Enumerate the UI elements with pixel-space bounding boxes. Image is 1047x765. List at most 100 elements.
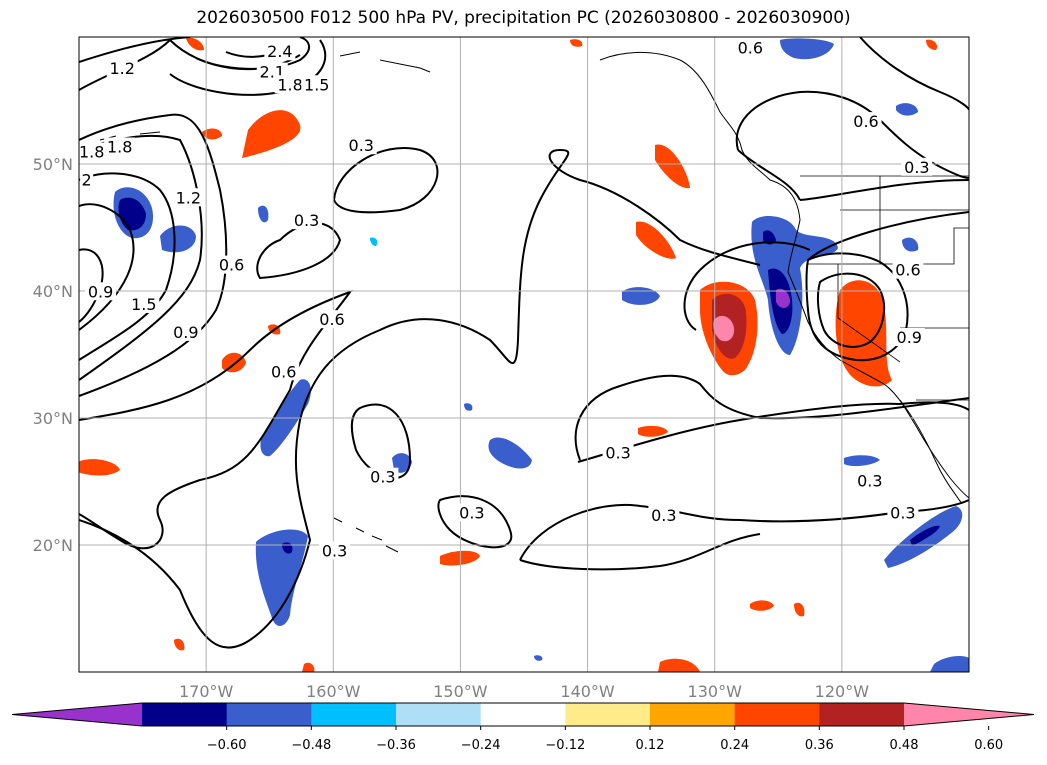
- precip-positive-anomaly: [174, 638, 185, 651]
- colorbar-tick-labels: −0.60 −0.48 −0.36 −0.24 −0.12 0.12 0.24 0.36 0.4…: [207, 726, 1003, 753]
- contour-label-background: [264, 42, 296, 61]
- precip-negative-anomaly: [930, 656, 969, 672]
- colorbar-tick-label: 0.60: [974, 738, 1003, 753]
- colorbar-segment: [396, 703, 482, 726]
- pv-contour-labels: 2.42.11.8 1.51.21.8 1.821.20.91.50.90.60.6…: [76, 38, 933, 560]
- contour-label-background: [734, 38, 766, 57]
- pv-contour-label: 0.6: [738, 38, 763, 57]
- colorbar: [11, 702, 1035, 727]
- pv-contour-label: 0.6: [853, 112, 878, 131]
- colorbar-extend-high: [904, 703, 1034, 726]
- precip-negative-anomaly: [902, 237, 919, 252]
- longitude-tick-labels: 170°W 160°W 150°W 140°W 130°W 120°W: [179, 682, 869, 701]
- colorbar-tick-label: 0.36: [805, 738, 834, 753]
- latitude-tick-label: 20°N: [33, 536, 73, 555]
- pv-contour-label: 0.6: [271, 362, 296, 381]
- pv-contour-label: 1.8: [79, 143, 104, 162]
- precip-positive-anomaly: [794, 602, 805, 617]
- contour-label-background: [85, 282, 117, 301]
- colorbar-segment: [480, 703, 566, 726]
- map-title: 2026030500 F012 500 hPa PV, precipitatio…: [196, 8, 851, 28]
- precip-negative-anomaly: [534, 655, 543, 661]
- map-gridlines: [79, 37, 969, 672]
- pv-contour-label: 0.3: [459, 503, 484, 522]
- map-area: [79, 37, 969, 672]
- precip-negative-anomaly: [751, 216, 838, 355]
- colorbar-tick-label: −0.60: [207, 738, 247, 753]
- pv-contour-label: 0.3: [857, 472, 882, 491]
- contour-label-background: [170, 322, 202, 341]
- pv-contour-label: 0.9: [897, 328, 922, 347]
- colorbar-tick-label: −0.24: [461, 738, 501, 753]
- precip-positive-anomaly: [926, 39, 938, 50]
- pv-contour-label: 0.3: [890, 503, 915, 522]
- precip-positive-anomaly: [242, 110, 301, 158]
- precip-negative-anomaly: [844, 455, 880, 467]
- colorbar-outline: [11, 702, 1035, 727]
- colorbar-tick-label: 0.24: [720, 738, 749, 753]
- colorbar-extend-low: [12, 703, 142, 726]
- precip-positive-anomaly: [713, 315, 735, 342]
- precip-negative-anomaly: [622, 287, 660, 305]
- colorbar-tick-label: −0.36: [376, 738, 416, 753]
- north-america-coastline: [599, 52, 969, 499]
- precip-negative-anomaly: [258, 205, 269, 223]
- longitude-tick-label: 160°W: [306, 682, 361, 701]
- precip-positive-anomaly: [79, 459, 120, 476]
- contour-label-background: [893, 327, 925, 346]
- latitude-tick-label: 40°N: [33, 282, 73, 301]
- colorbar-segment: [734, 703, 820, 726]
- longitude-tick-label: 130°W: [688, 682, 743, 701]
- precip-positive-anomaly: [302, 662, 315, 672]
- latitude-tick-labels: 20°N 30°N 40°N 50°N: [33, 155, 73, 555]
- colorbar-segment: [142, 703, 228, 726]
- contour-label-background: [274, 75, 306, 94]
- hawaii-islands: [333, 517, 399, 553]
- colorbar-segment: [226, 703, 312, 726]
- contour-label-background: [316, 310, 348, 329]
- precip-negative-anomaly: [780, 38, 834, 60]
- pv-contour-label: 1.8: [277, 75, 302, 94]
- pv-contour-label: 0.6: [319, 310, 344, 329]
- pv-contour-label: 0.3: [904, 158, 929, 177]
- longitude-tick-label: 150°W: [433, 682, 488, 701]
- contour-label-background: [602, 443, 634, 462]
- latitude-tick-label: 30°N: [33, 409, 73, 428]
- contour-label-background: [345, 136, 377, 155]
- pv-contour-label: 1.2: [176, 188, 201, 207]
- pv-contour-label: 0.3: [294, 211, 319, 230]
- colorbar-tick-label: −0.12: [545, 738, 585, 753]
- contour-label-background: [80, 170, 94, 189]
- contour-label-background: [216, 255, 248, 274]
- precip-negative-anomaly: [896, 103, 918, 116]
- pv-contour-label: 1.5: [131, 295, 156, 314]
- contour-label-background: [901, 157, 933, 176]
- contour-label-background: [648, 505, 680, 524]
- map-frame: [78, 36, 970, 673]
- contour-label-background: [172, 188, 204, 207]
- contour-label-background: [367, 467, 399, 486]
- longitude-tick-label: 140°W: [560, 682, 615, 701]
- precip-positive-anomaly: [638, 425, 668, 437]
- precip-negative-anomaly: [370, 237, 378, 246]
- contour-label-background: [319, 541, 351, 560]
- pv-contour-label: 0.9: [173, 323, 198, 342]
- colorbar-segment: [650, 703, 736, 726]
- baja-coastline: [899, 399, 963, 505]
- pv-contour-label: 0.3: [322, 541, 347, 560]
- latitude-tick-label: 50°N: [33, 155, 73, 174]
- contour-label-background: [854, 471, 886, 490]
- colorbar-segment: [565, 703, 651, 726]
- precip-positive-anomaly: [655, 144, 690, 189]
- contour-label-background: [128, 294, 160, 313]
- precip-positive-anomaly: [202, 128, 222, 140]
- contour-label-background: [892, 260, 924, 279]
- pv-contour-label: 0.3: [605, 444, 630, 463]
- precip-positive-anomaly: [658, 658, 700, 672]
- contour-label-background: [76, 142, 108, 161]
- pv-contour-label: 0.3: [651, 506, 676, 525]
- contour-label-background: [291, 211, 323, 230]
- pv-contour-label: 0.3: [370, 468, 395, 487]
- contour-label-background: [106, 58, 138, 77]
